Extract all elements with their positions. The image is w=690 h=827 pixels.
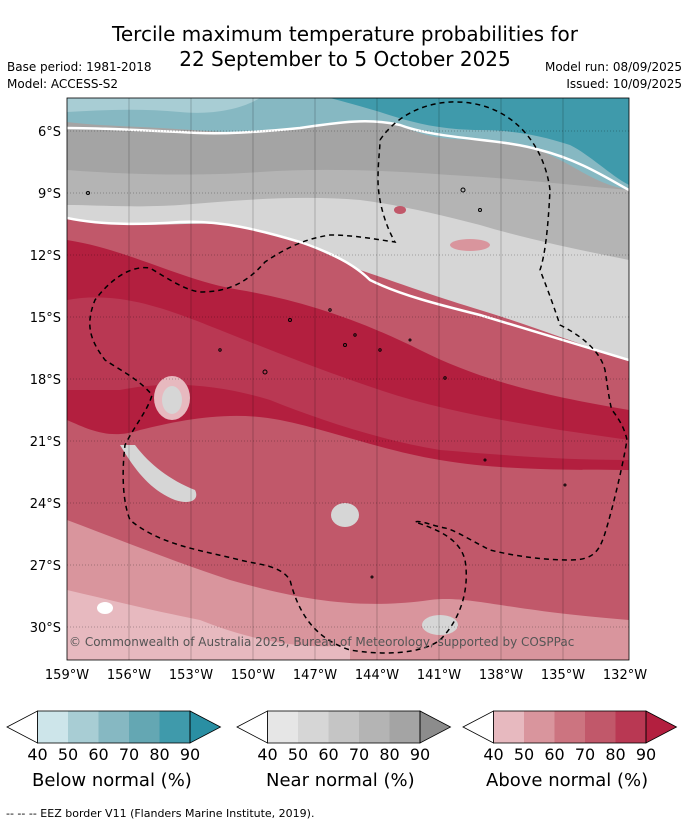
lat-label: 15°S (30, 311, 61, 326)
longitude-labels: 159°W 156°W 153°W 150°W 147°W 144°W 141°W 138°W… (45, 668, 647, 683)
colorbar: 40 50 60 70 80 90 (6, 710, 222, 764)
colorbar-tick: 40 (27, 745, 47, 764)
title-line-1: Tercile maximum temperature probabilitie… (112, 22, 578, 46)
colorbar-tick: 80 (379, 745, 399, 764)
colorbar-segment (328, 711, 359, 743)
colorbar-segment (493, 711, 524, 743)
copyright-text: © Commonwealth of Australia 2025, Bureau… (69, 635, 574, 649)
colorbar-tick: 60 (544, 745, 564, 764)
issued-date: Issued: 10/09/2025 (566, 77, 682, 91)
colorbar-segment (524, 711, 555, 743)
colorbar-extend-low (462, 710, 494, 744)
lon-label: 150°W (231, 668, 275, 683)
colorbar-segment (585, 711, 616, 743)
colorbar-extend-high (419, 710, 452, 744)
colorbar-segment (159, 711, 190, 743)
eez-footer-note: -- -- -- EEZ border V11 (Flanders Marine… (6, 807, 315, 820)
meta-left: Base period: 1981-2018 Model: ACCESS-S2 (7, 59, 152, 93)
colorbar-tick: 80 (149, 745, 169, 764)
lat-label: 12°S (30, 249, 61, 264)
lon-label: 156°W (107, 668, 151, 683)
colorbar-extend-low (6, 710, 38, 744)
colorbar-extend-high (189, 710, 222, 744)
colorbar-tick: 70 (119, 745, 139, 764)
colorbar-segment (389, 711, 420, 743)
colorbar-tick: 90 (410, 745, 430, 764)
lon-label: 144°W (355, 668, 399, 683)
lon-label: 135°W (541, 668, 585, 683)
lat-label: 21°S (30, 435, 61, 450)
colorbar-segment (554, 711, 585, 743)
colorbar-tick: 60 (318, 745, 338, 764)
colorbar-segment (68, 711, 99, 743)
lat-label: 27°S (30, 559, 61, 574)
lat-label: 24°S (30, 497, 61, 512)
colorbar-tick: 50 (514, 745, 534, 764)
colorbar-tick: 50 (288, 745, 308, 764)
colorbar-tick: 70 (575, 745, 595, 764)
lat-label: 6°S (38, 125, 61, 140)
map-field: © Commonwealth of Australia 2025, Bureau… (67, 98, 629, 660)
above-normal-label: Above normal (%) (486, 770, 649, 791)
colorbar-segment (129, 711, 160, 743)
lon-label: 138°W (479, 668, 523, 683)
colorbar-segment (359, 711, 390, 743)
model-run: Model run: 08/09/2025 (544, 60, 682, 74)
meta-right: Model run: 08/09/2025 Issued: 10/09/2025 (545, 59, 682, 93)
model-name: Model: ACCESS-S2 (7, 77, 119, 91)
colorbar-tick: 70 (349, 745, 369, 764)
lat-label: 30°S (30, 621, 61, 636)
lon-label: 132°W (603, 668, 647, 683)
lon-label: 159°W (45, 668, 89, 683)
colorbar-segment (267, 711, 298, 743)
base-period: Base period: 1981-2018 (7, 60, 152, 74)
colorbar-tick: 90 (180, 745, 200, 764)
colorbars: 40 50 60 70 80 90 40 50 60 70 80 90 40 50 60 70 80 90 (6, 710, 678, 764)
colorbar-tick: 60 (88, 745, 108, 764)
colorbar: 40 50 60 70 80 90 (462, 710, 678, 764)
colorbar-segment (298, 711, 329, 743)
lon-label: 153°W (169, 668, 213, 683)
colorbar-segment (615, 711, 646, 743)
colorbar-tick: 80 (605, 745, 625, 764)
colorbar-tick: 40 (483, 745, 503, 764)
title-line-2: 22 September to 5 October 2025 (179, 47, 511, 71)
lon-label: 141°W (417, 668, 461, 683)
below-normal-label: Below normal (%) (32, 770, 192, 791)
colorbar-extend-high (645, 710, 678, 744)
lat-label: 9°S (38, 187, 61, 202)
colorbar-tick: 50 (58, 745, 78, 764)
colorbar-segment (37, 711, 68, 743)
colorbar: 40 50 60 70 80 90 (236, 710, 452, 764)
colorbar-extend-low (236, 710, 268, 744)
colorbar-tick: 40 (257, 745, 277, 764)
lat-label: 18°S (30, 373, 61, 388)
colorbar-segment (98, 711, 129, 743)
colorbar-tick: 90 (636, 745, 656, 764)
chart-title: Tercile maximum temperature probabilitie… (0, 22, 690, 72)
lon-label: 147°W (293, 668, 337, 683)
latitude-labels: 6°S 9°S 12°S 15°S 18°S 21°S 24°S 27°S 30°S (30, 125, 61, 636)
near-normal-label: Near normal (%) (266, 770, 415, 791)
